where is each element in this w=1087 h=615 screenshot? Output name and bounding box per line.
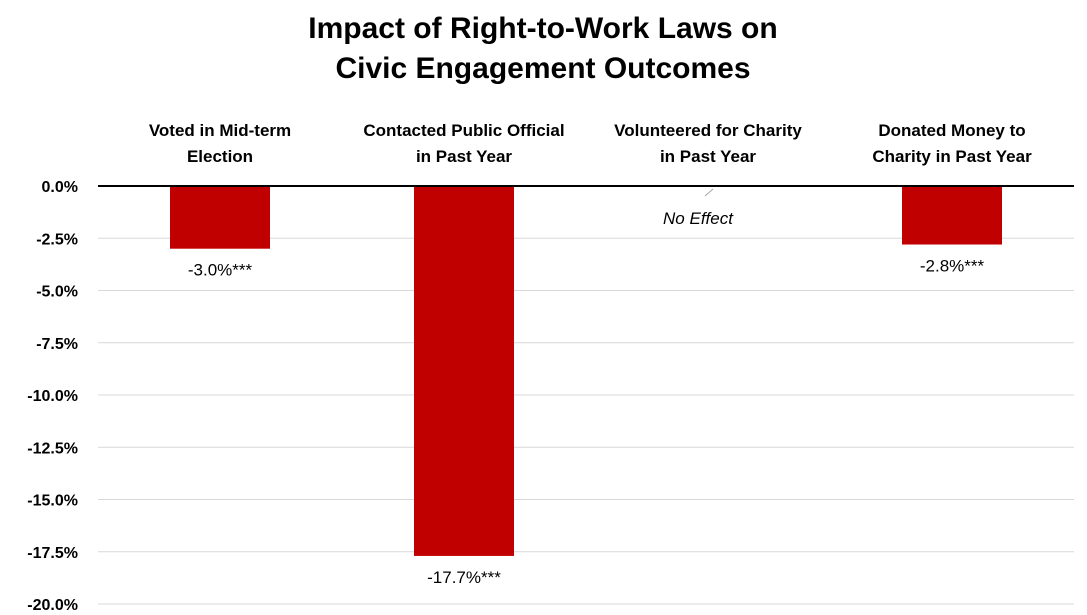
y-tick-label-8: -20.0% [27,597,78,614]
bars [170,186,1002,556]
annotation-leader-line-0 [704,188,714,197]
y-tick-label-3: -7.5% [36,336,78,353]
category-label-1-line-1: Contacted Public Official [363,121,564,140]
chart-title: Impact of Right-to-Work Laws on Civic Eng… [308,12,777,85]
y-tick-label-7: -17.5% [27,545,78,562]
y-tick-label-2: -5.0% [36,284,78,301]
data-label-0: -3.0%*** [188,261,253,280]
y-tick-label-5: -12.5% [27,440,78,457]
y-tick-label-1: -2.5% [36,231,78,248]
gridlines [98,237,1074,605]
annotations: No Effect [663,188,734,228]
bar-3 [902,186,1002,245]
category-label-3-line-1: Donated Money to [878,121,1025,140]
y-tick-label-0: 0.0% [42,179,78,196]
category-label-0-line-2: Election [187,147,253,166]
chart-title-line-2: Civic Engagement Outcomes [335,52,750,85]
category-labels: Voted in Mid-term Election Contacted Publi… [149,121,1032,166]
category-label-2-line-2: in Past Year [660,147,756,166]
data-labels: -3.0%*** -17.7%*** -2.8%*** [188,257,985,587]
category-label-0-line-1: Voted in Mid-term [149,121,291,140]
chart-title-line-1: Impact of Right-to-Work Laws on [308,12,777,45]
y-tick-label-4: -10.0% [27,388,78,405]
y-axis-tick-labels: 0.0% -2.5% -5.0% -7.5% -10.0% -12.5% -15.0% -17… [27,179,78,614]
category-label-2-line-1: Volunteered for Charity [614,121,802,140]
category-label-3-line-2: Charity in Past Year [872,147,1032,166]
y-tick-label-6: -15.0% [27,493,78,510]
bar-0 [170,186,270,249]
annotation-0: No Effect [663,209,734,228]
category-label-1-line-2: in Past Year [416,147,512,166]
data-label-1: -17.7%*** [427,568,501,587]
bar-1 [414,186,514,556]
data-label-3: -2.8%*** [920,257,985,276]
